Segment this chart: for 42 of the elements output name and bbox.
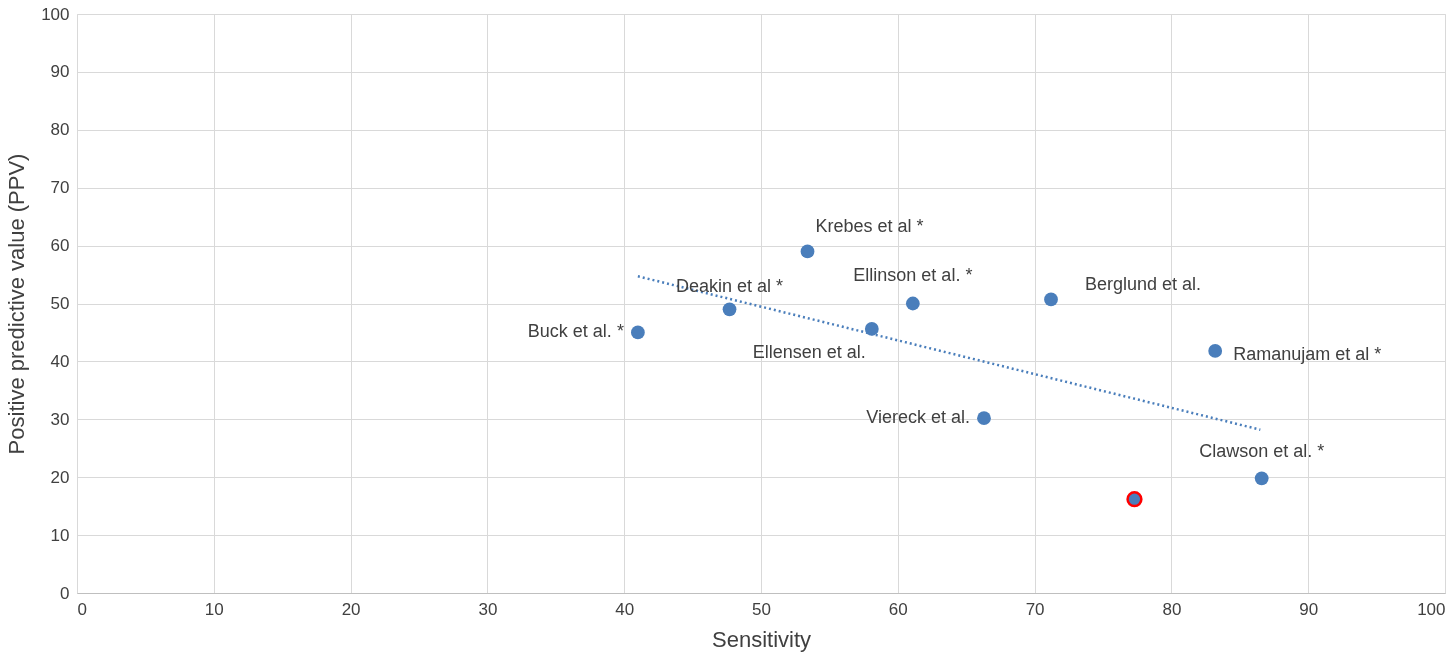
x-axis-title: Sensitivity	[711, 626, 812, 652]
point	[1208, 344, 1223, 358]
y-tick-label: 20	[50, 467, 70, 487]
y-tick-label: 30	[50, 409, 70, 429]
annotation: Ellensen et al.	[752, 341, 866, 362]
point	[630, 325, 645, 340]
point	[864, 322, 879, 336]
y-tick-label: 80	[50, 120, 70, 140]
x-tick-label: 40	[615, 599, 635, 619]
point	[800, 244, 815, 259]
x-tick-label: 50	[752, 599, 771, 619]
point	[722, 302, 737, 317]
x-tick-label: 10	[204, 599, 224, 619]
x-tick-label: 20	[341, 599, 361, 619]
y-axis-title: Positive predictive value (PPV)	[4, 153, 30, 455]
y-tick-label: 10	[50, 525, 70, 545]
annotation: Deakin et al *	[676, 276, 784, 297]
x-tick-label: 30	[478, 599, 498, 619]
annotation: Ramanujam et al *	[1233, 343, 1382, 364]
point	[1044, 292, 1058, 307]
annotation: Krebes et al *	[815, 216, 924, 237]
y-tick-label: 40	[50, 351, 70, 371]
y-tick-label: 70	[50, 178, 70, 198]
y-tick-label: 60	[50, 236, 70, 256]
annotation: Buck et al. *	[527, 321, 624, 342]
annotation: Berglund et al.	[1085, 274, 1202, 295]
point	[977, 411, 991, 426]
annotation: Clawson et al. *	[1199, 441, 1325, 462]
y-tick-label: 90	[50, 62, 70, 82]
x-tick-label: 0	[77, 599, 87, 619]
y-tick-label: 100	[41, 4, 70, 24]
annotation: Viereck et al.	[866, 407, 970, 428]
x-tick-label: 70	[1025, 599, 1045, 619]
x-tick-label: 80	[1162, 599, 1182, 619]
x-tick-label: 90	[1299, 599, 1319, 619]
x-tick-label: 60	[888, 599, 908, 619]
y-tick-label: 0	[60, 583, 70, 603]
annotation: Ellinson et al. *	[853, 264, 973, 285]
x-tick-label: 100	[1417, 599, 1446, 619]
y-tick-label: 50	[50, 294, 70, 313]
point	[905, 296, 920, 311]
point	[1254, 471, 1269, 486]
